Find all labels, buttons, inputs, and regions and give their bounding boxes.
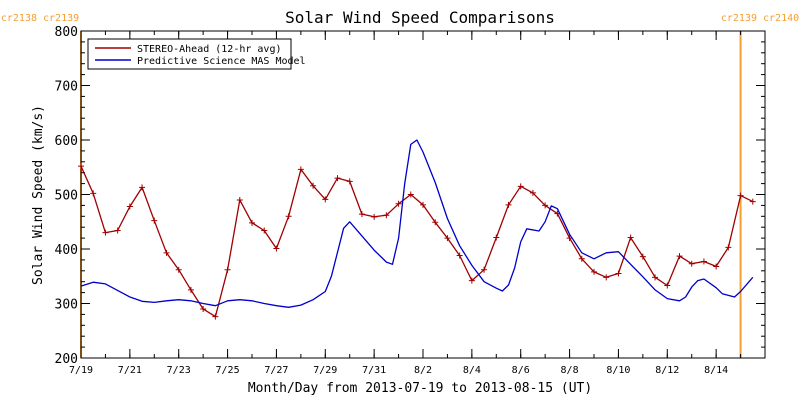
- legend-box: [87, 38, 292, 70]
- data-point-marker: [700, 258, 707, 265]
- data-point-marker: [297, 166, 304, 173]
- data-point-marker: [639, 253, 646, 260]
- data-point-marker: [407, 191, 414, 198]
- rotation-marker-label: cr2138 cr2139: [1, 13, 79, 24]
- data-point-marker: [322, 196, 329, 203]
- data-point-marker: [249, 219, 255, 226]
- data-point-marker: [187, 286, 194, 293]
- series-line-2: [80, 139, 754, 308]
- legend-label-2: Predictive Science MAS Model: [137, 56, 306, 67]
- axes-layer: 7/19 7/21 7/23 7/25 7/27 7/29 7/31 8/2 8/4 8/6 8/8…: [55, 25, 766, 376]
- y-tick-label: 200: [55, 352, 78, 367]
- x-tick-label: 8/6: [512, 365, 530, 376]
- data-point-marker: [749, 198, 756, 205]
- x-axis-label: Month/Day from 2013-07-19 to 2013-08-15 …: [248, 381, 592, 396]
- data-point-marker: [652, 274, 659, 281]
- data-point-marker: [90, 190, 97, 197]
- y-tick-label: 500: [55, 189, 78, 204]
- x-tick-label: 8/14: [704, 365, 728, 376]
- y-tick-label: 400: [55, 243, 78, 258]
- data-point-marker: [212, 313, 219, 320]
- data-point-marker: [200, 305, 207, 312]
- series-layer: [78, 139, 756, 320]
- x-tick-label: 7/21: [118, 365, 142, 376]
- x-tick-label: 7/19: [69, 365, 93, 376]
- y-tick-label: 300: [55, 298, 78, 313]
- legend-layer: STEREO-Ahead (12-hr avg)Predictive Scien…: [87, 38, 306, 70]
- data-point-marker: [395, 200, 402, 207]
- x-tick-label: 7/27: [264, 365, 288, 376]
- data-point-marker: [126, 203, 133, 210]
- data-point-marker: [383, 212, 390, 219]
- data-point-marker: [468, 277, 475, 284]
- x-tick-label: 8/2: [414, 365, 432, 376]
- data-point-marker: [151, 217, 158, 224]
- x-tick-label: 7/29: [313, 365, 337, 376]
- data-point-marker: [676, 253, 683, 260]
- x-tick-label: 8/8: [561, 365, 579, 376]
- data-point-marker: [114, 227, 121, 234]
- x-tick-label: 7/23: [167, 365, 191, 376]
- data-point-marker: [432, 219, 439, 226]
- data-point-marker: [371, 213, 378, 220]
- data-point-marker: [420, 201, 426, 208]
- data-point-marker: [102, 229, 109, 236]
- y-tick-label: 600: [55, 134, 78, 149]
- data-point-marker: [542, 202, 549, 209]
- data-point-marker: [529, 189, 536, 196]
- data-point-marker: [725, 244, 732, 251]
- y-tick-label: 800: [55, 25, 78, 40]
- data-point-marker: [713, 263, 720, 270]
- x-tick-label: 8/12: [655, 365, 679, 376]
- x-tick-label: 8/4: [463, 365, 481, 376]
- data-point-marker: [273, 245, 280, 252]
- data-point-marker: [163, 249, 170, 256]
- data-point-marker: [456, 252, 463, 259]
- data-point-marker: [615, 270, 622, 277]
- y-axis-label: Solar Wind Speed (km/s): [31, 105, 46, 285]
- data-point-marker: [346, 178, 353, 185]
- data-point-marker: [236, 196, 243, 203]
- data-point-marker: [78, 163, 84, 170]
- data-point-marker: [285, 213, 292, 220]
- chart-title: Solar Wind Speed Comparisons: [285, 8, 555, 27]
- data-point-marker: [517, 183, 524, 190]
- data-point-marker: [591, 268, 597, 275]
- data-point-marker: [175, 266, 182, 273]
- data-point-marker: [358, 211, 365, 218]
- legend-label-1: STEREO-Ahead (12-hr avg): [137, 44, 282, 55]
- data-point-marker: [224, 266, 231, 273]
- series-line-1: [80, 165, 754, 318]
- data-point-marker: [688, 260, 695, 267]
- data-point-marker: [737, 192, 744, 199]
- data-point-marker: [627, 234, 634, 241]
- data-point-marker: [578, 255, 585, 262]
- data-point-marker: [261, 227, 268, 234]
- y-tick-label: 700: [55, 80, 78, 95]
- data-point-marker: [505, 201, 512, 208]
- x-tick-label: 7/31: [362, 365, 386, 376]
- data-point-marker: [603, 274, 610, 281]
- data-point-marker: [444, 235, 451, 242]
- plot-frame: [80, 30, 766, 359]
- data-point-marker: [493, 234, 500, 241]
- data-point-marker: [664, 282, 671, 289]
- x-tick-label: 7/25: [216, 365, 240, 376]
- data-point-marker: [481, 266, 488, 273]
- data-point-marker: [310, 182, 317, 189]
- data-point-marker: [139, 184, 146, 191]
- x-tick-label: 8/10: [606, 365, 630, 376]
- rotation-marker-label: cr2139 cr2140: [721, 13, 799, 24]
- data-point-marker: [334, 175, 341, 182]
